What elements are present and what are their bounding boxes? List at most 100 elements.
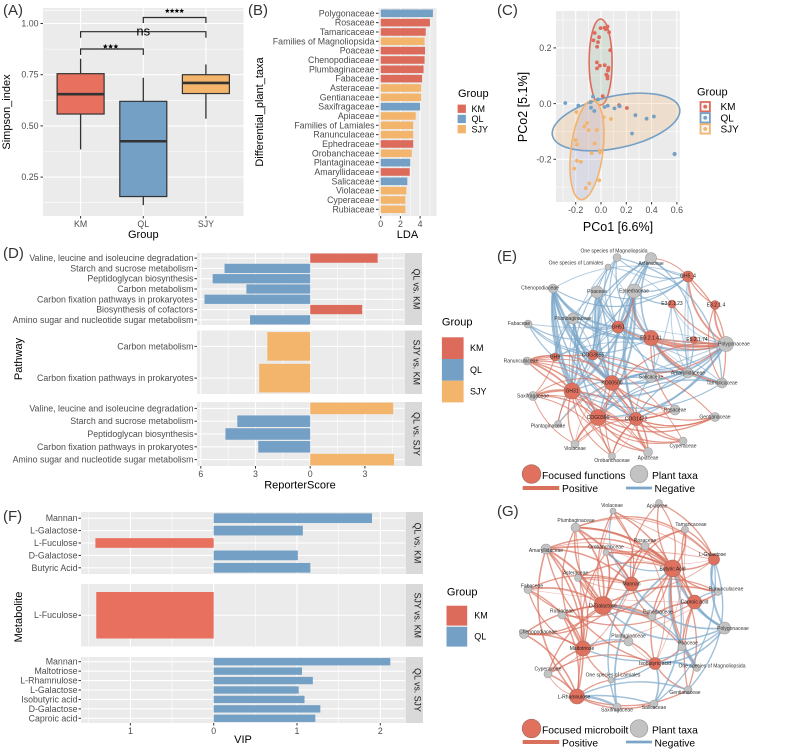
svg-text:Carbon metabolism: Carbon metabolism: [117, 341, 193, 351]
svg-text:COG0366: COG0366: [587, 415, 610, 421]
svg-text:1.00: 1.00: [21, 19, 38, 29]
svg-text:0.25: 0.25: [21, 172, 38, 182]
svg-text:Apiaceae: Apiaceae: [638, 456, 659, 462]
svg-text:Plantaginaceae: Plantaginaceae: [611, 634, 646, 640]
svg-text:Amino sugar and nucleotide sug: Amino sugar and nucleotide sugar metabol…: [13, 455, 194, 465]
svg-text:Caproic acid: Caproic acid: [29, 713, 78, 723]
svg-text:Metabolite: Metabolite: [13, 592, 25, 643]
svg-text:0.50: 0.50: [21, 121, 38, 131]
svg-text:COG1472: COG1472: [625, 417, 648, 423]
svg-text:0: 0: [378, 219, 383, 229]
svg-text:Positive: Positive: [562, 739, 598, 750]
svg-text:Tamaricaceae: Tamaricaceae: [320, 27, 375, 37]
svg-text:Tamaricaceae: Tamaricaceae: [706, 381, 737, 387]
svg-text:Simpson_index: Simpson_index: [1, 74, 13, 150]
svg-text:Plumbaginaceae: Plumbaginaceae: [557, 518, 594, 524]
svg-text:Ranunculaceae: Ranunculaceae: [504, 359, 539, 365]
svg-text:Differential_plant_taxa: Differential_plant_taxa: [254, 56, 266, 166]
svg-text:One species of Lamiales: One species of Lamiales: [549, 261, 604, 267]
svg-text:L-Rhamnulose: L-Rhamnulose: [20, 676, 77, 686]
svg-text:Rosaceae: Rosaceae: [634, 538, 657, 544]
svg-text:Rubiaceae: Rubiaceae: [332, 204, 374, 214]
svg-text:L-Rhamnulose: L-Rhamnulose: [558, 695, 591, 701]
svg-text:4: 4: [418, 219, 423, 229]
svg-text:0.6: 0.6: [671, 205, 683, 215]
svg-text:Asteraceae: Asteraceae: [330, 83, 375, 93]
svg-text:(C): (C): [497, 2, 518, 19]
svg-text:L-Galactose: L-Galactose: [699, 552, 726, 558]
svg-text:Asteraceae: Asteraceae: [563, 571, 589, 577]
svg-text:Gentianaceae: Gentianaceae: [669, 690, 700, 696]
svg-text:SJY vs. KM: SJY vs. KM: [412, 340, 422, 385]
svg-text:Salicaceae: Salicaceae: [639, 375, 664, 381]
svg-text:SJY: SJY: [721, 124, 740, 135]
svg-text:(E): (E): [497, 248, 517, 265]
svg-text:Group: Group: [442, 316, 473, 328]
svg-text:Orobanchaceae: Orobanchaceae: [588, 545, 624, 551]
svg-text:Plant taxa: Plant taxa: [652, 726, 698, 737]
svg-text:Polygonaceae: Polygonaceae: [717, 626, 749, 632]
svg-text:VIP: VIP: [234, 734, 252, 746]
svg-text:Plantaginaceae: Plantaginaceae: [314, 158, 375, 168]
svg-text:Biosynthesis of cofactors: Biosynthesis of cofactors: [96, 305, 194, 315]
svg-text:Isobutyric acid: Isobutyric acid: [639, 661, 671, 667]
svg-text:QL vs. SJY: QL vs. SJY: [412, 412, 422, 456]
svg-text:QL: QL: [721, 113, 735, 124]
svg-text:Poaceae: Poaceae: [340, 46, 375, 56]
svg-text:Carbon fixation pathways in pr: Carbon fixation pathways in prokaryotes: [37, 373, 194, 383]
svg-text:Fabaceae: Fabaceae: [508, 321, 530, 327]
svg-text:Apiaceae: Apiaceae: [647, 504, 668, 510]
svg-text:Plumbaginaceae: Plumbaginaceae: [554, 316, 591, 322]
svg-text:PCo2 [5.1%]: PCo2 [5.1%]: [516, 72, 530, 142]
svg-text:Apiaceae: Apiaceae: [338, 111, 375, 121]
svg-text:QL: QL: [474, 631, 486, 641]
svg-text:Valine, leucine and isoleucine: Valine, leucine and isoleucine degradati…: [29, 403, 193, 413]
svg-text:L-Fuculose: L-Fuculose: [34, 538, 78, 548]
svg-text:QL vs. KM: QL vs. KM: [412, 269, 422, 310]
svg-text:Pathway: Pathway: [13, 337, 25, 380]
svg-text:E3.2.1.23: E3.2.1.23: [661, 301, 683, 307]
svg-text:-0.2: -0.2: [536, 155, 551, 165]
svg-text:2: 2: [378, 726, 383, 736]
svg-text:(F): (F): [3, 508, 22, 525]
svg-text:Fabaceae: Fabaceae: [521, 584, 543, 590]
svg-text:Plant taxa: Plant taxa: [652, 471, 698, 482]
svg-text:D-Galactose: D-Galactose: [29, 704, 78, 714]
svg-text:1: 1: [128, 726, 133, 736]
svg-text:Carbon fixation pathways in pr: Carbon fixation pathways in prokaryotes: [37, 294, 194, 304]
svg-text:2: 2: [398, 219, 403, 229]
svg-text:Saxifragaceae: Saxifragaceae: [517, 394, 549, 400]
svg-text:Group: Group: [447, 587, 478, 599]
svg-text:Mannan: Mannan: [46, 513, 78, 523]
svg-text:E3.2.1.4: E3.2.1.4: [707, 303, 726, 309]
svg-text:QL: QL: [472, 114, 484, 124]
svg-text:L-Galactose: L-Galactose: [30, 685, 78, 695]
svg-text:GH51: GH51: [611, 325, 624, 331]
svg-text:GH9: GH9: [550, 355, 561, 361]
svg-text:Saxifragaceae: Saxifragaceae: [601, 708, 633, 714]
svg-text:Amino sugar and nucleotide sug: Amino sugar and nucleotide sugar metabol…: [13, 315, 194, 325]
svg-text:Tamaricaceae: Tamaricaceae: [675, 522, 706, 528]
svg-text:Rosaceae: Rosaceae: [664, 408, 687, 414]
svg-text:Positive: Positive: [562, 484, 598, 495]
svg-text:Mannan: Mannan: [622, 582, 640, 588]
svg-text:SJY: SJY: [470, 387, 487, 397]
svg-text:Group: Group: [697, 87, 728, 99]
svg-text:SJY: SJY: [472, 124, 489, 134]
svg-text:Valine, leucine and isoleucine: Valine, leucine and isoleucine degradati…: [29, 253, 193, 263]
svg-text:Starch and sucrose metabolism: Starch and sucrose metabolism: [70, 263, 193, 273]
svg-text:KM: KM: [74, 219, 87, 229]
svg-text:COG3655: COG3655: [582, 353, 605, 359]
svg-text:Mannan: Mannan: [46, 657, 78, 667]
svg-text:0: 0: [211, 726, 216, 736]
svg-text:D-Galactose: D-Galactose: [589, 604, 617, 610]
svg-text:ns: ns: [136, 24, 150, 39]
svg-text:Caproic acid: Caproic acid: [681, 600, 709, 606]
svg-text:Violaceae: Violaceae: [601, 503, 623, 509]
svg-text:Focused functions: Focused functions: [542, 471, 626, 482]
svg-text:Violaceae: Violaceae: [336, 186, 375, 196]
svg-text:E3.2.1.41: E3.2.1.41: [640, 336, 662, 342]
svg-text:SJY: SJY: [198, 219, 214, 229]
svg-text:Families of Magnoliopsida: Families of Magnoliopsida: [273, 36, 375, 46]
svg-text:(D): (D): [3, 245, 24, 262]
